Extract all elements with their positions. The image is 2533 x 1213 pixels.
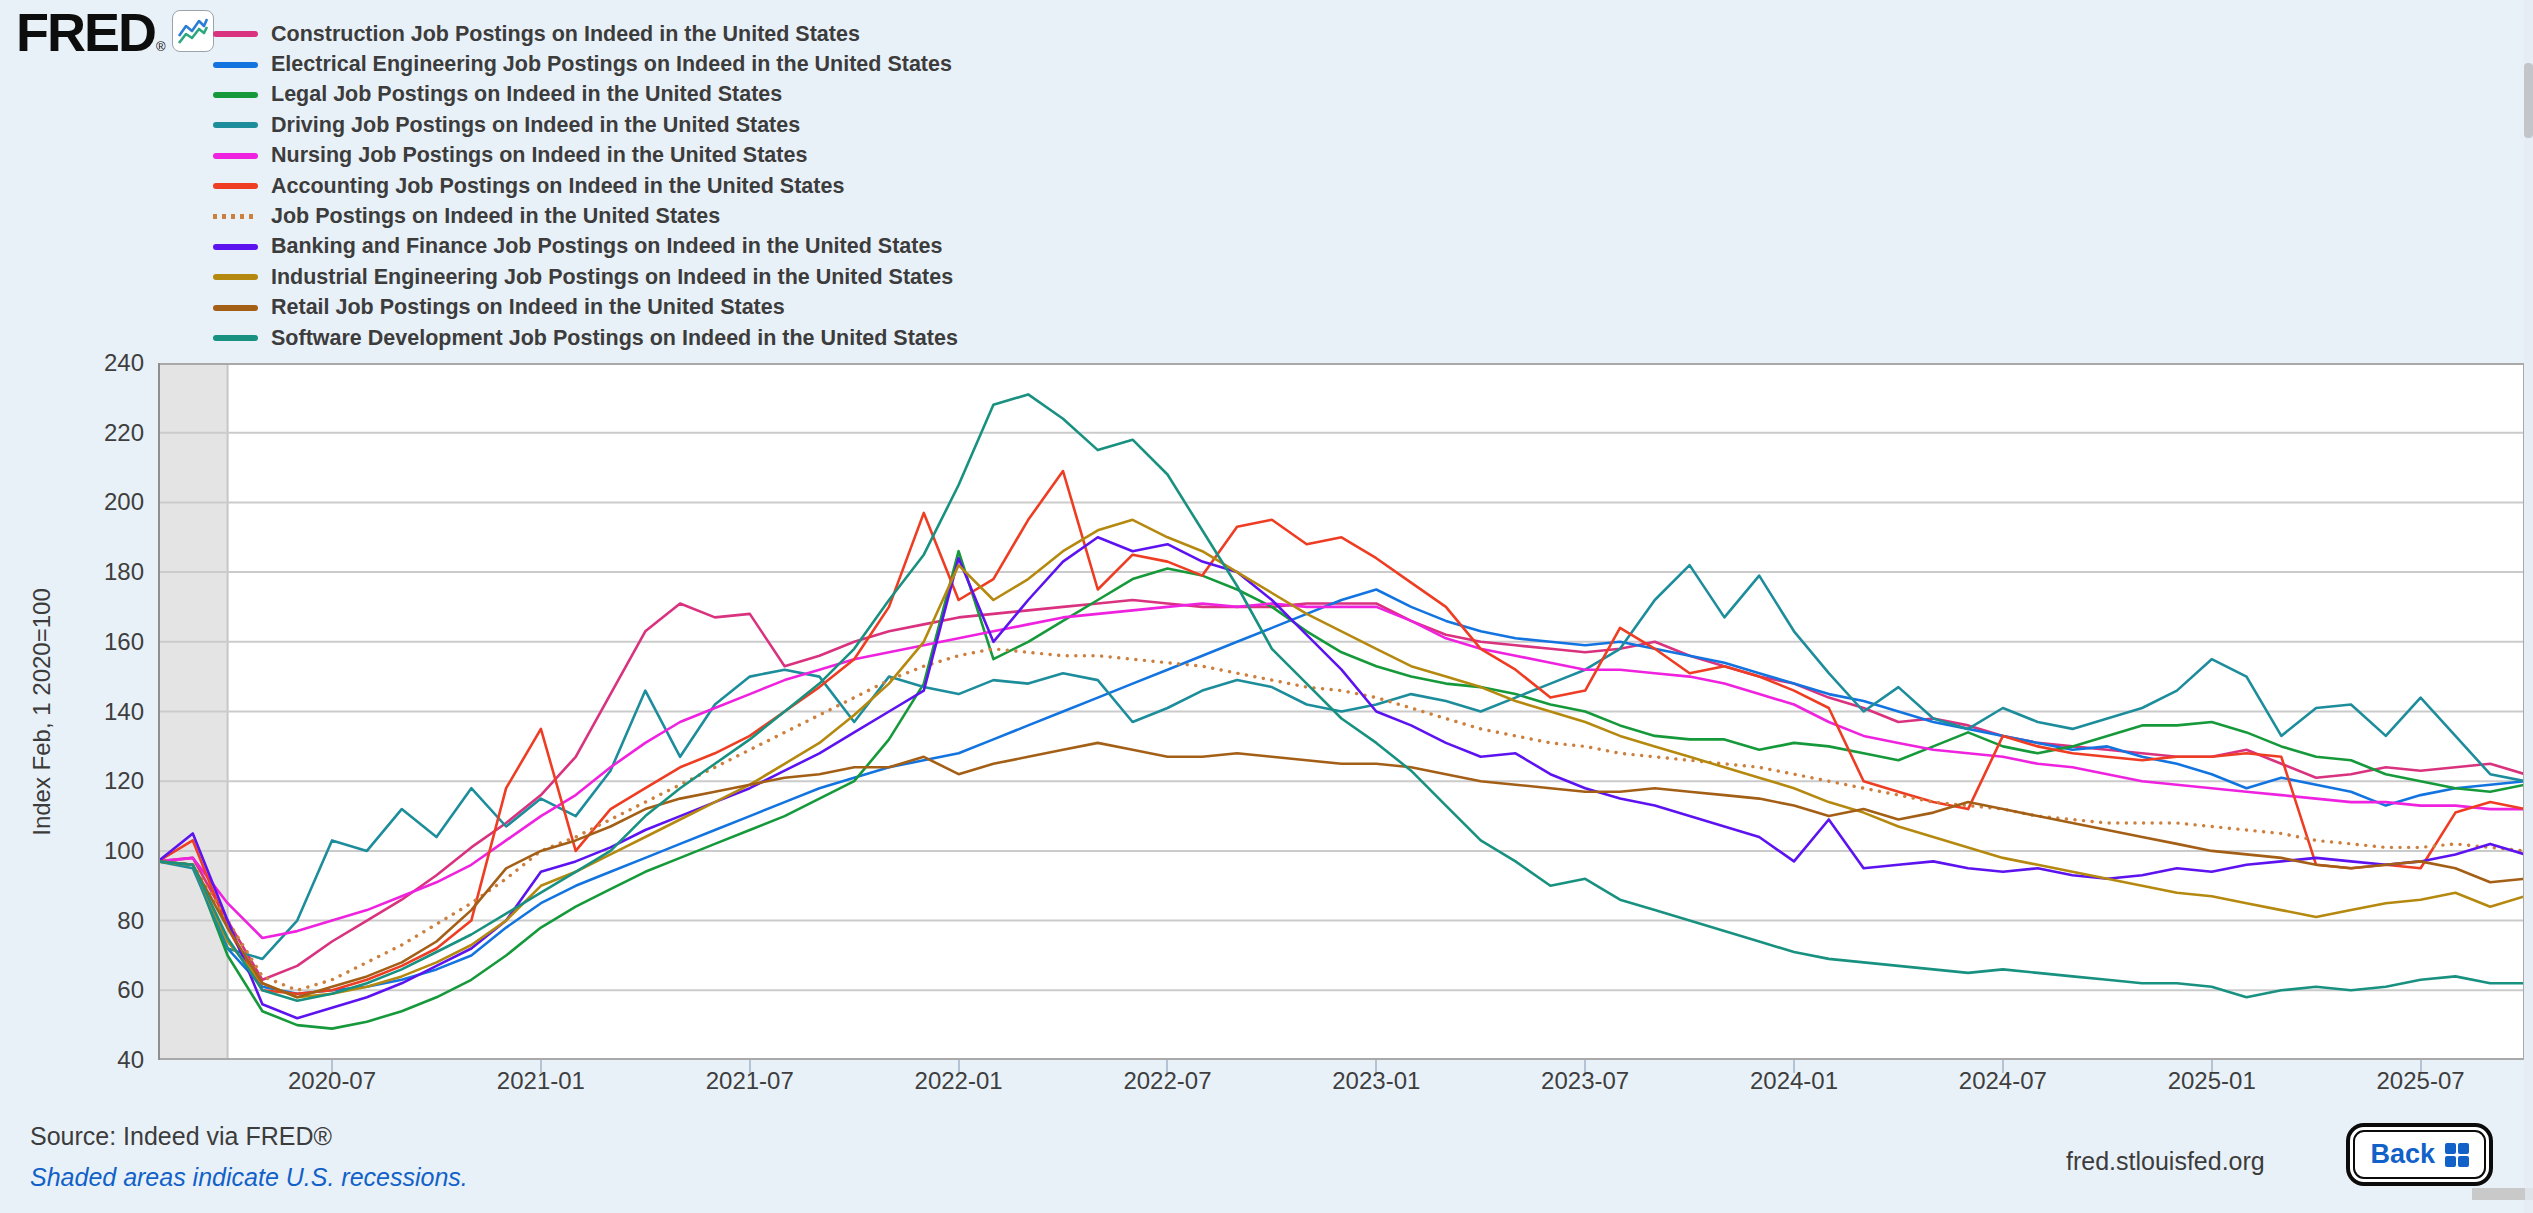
legend-item-software: Software Development Job Postings on Ind… [213,323,958,353]
y-tick-label-80: 80 [52,906,144,936]
series-line-legal [158,551,2525,1028]
legend-label: Job Postings on Indeed in the United Sta… [271,204,720,229]
registered-mark: ® [156,39,166,54]
site-url: fred.stlouisfed.org [2066,1147,2265,1176]
legend-swatch [213,183,258,189]
y-tick-label-200: 200 [52,487,144,517]
y-tick-label-60: 60 [52,975,144,1005]
legend-item-driving: Driving Job Postings on Indeed in the Un… [213,110,958,140]
legend-label: Industrial Engineering Job Postings on I… [271,265,953,290]
legend-swatch [213,31,258,37]
x-tick-label-2021-07: 2021-07 [675,1067,825,1095]
line-chart [158,363,2525,1060]
y-tick-label-140: 140 [52,697,144,727]
legend-item-construction: Construction Job Postings on Indeed in t… [213,19,958,49]
legend-item-banking: Banking and Finance Job Postings on Inde… [213,232,958,262]
legend-swatch [213,62,258,68]
series-line-electrical [158,590,2525,994]
y-tick-label-240: 240 [52,348,144,378]
back-button-label: Back [2370,1139,2435,1170]
legend-item-aggregate: Job Postings on Indeed in the United Sta… [213,201,958,231]
fred-logo: FRED ® [16,8,214,56]
x-tick-label-2021-01: 2021-01 [466,1067,616,1095]
legend-swatch [213,92,258,98]
page: { "page": { "background": "#e9f1f8", "ac… [0,0,2533,1213]
legend-swatch [213,122,258,128]
legend-swatch [213,335,258,341]
y-tick-label-120: 120 [52,766,144,796]
resize-quadrants-icon [2445,1143,2469,1167]
legend-item-accounting: Accounting Job Postings on Indeed in the… [213,171,958,201]
x-tick-label-2022-07: 2022-07 [1092,1067,1242,1095]
legend-label: Retail Job Postings on Indeed in the Uni… [271,295,785,320]
fred-logo-text: FRED [16,8,155,56]
legend-label: Banking and Finance Job Postings on Inde… [271,234,942,259]
x-tick-label-2025-07: 2025-07 [2346,1067,2496,1095]
x-tick-label-2025-01: 2025-01 [2137,1067,2287,1095]
x-tick-label-2024-01: 2024-01 [1719,1067,1869,1095]
chart-plot-area [158,363,2525,1060]
x-tick-label-2020-07: 2020-07 [257,1067,407,1095]
legend-swatch [213,244,258,250]
x-tick-label-2023-07: 2023-07 [1510,1067,1660,1095]
y-tick-label-100: 100 [52,836,144,866]
vertical-scrollbar-thumb[interactable] [2524,63,2533,138]
legend-item-retail: Retail Job Postings on Indeed in the Uni… [213,293,958,323]
legend-item-legal: Legal Job Postings on Indeed in the Unit… [213,80,958,110]
legend-label: Electrical Engineering Job Postings on I… [271,52,952,77]
vertical-scrollbar-track[interactable] [2524,0,2533,1213]
legend-label: Nursing Job Postings on Indeed in the Un… [271,143,807,168]
horizontal-scrollbar-thumb[interactable] [2472,1188,2525,1200]
x-tick-label-2023-01: 2023-01 [1301,1067,1451,1095]
recession-note-link[interactable]: Shaded areas indicate U.S. recessions. [30,1163,468,1192]
y-tick-label-220: 220 [52,418,144,448]
scrollbar-corner [2525,1188,2533,1200]
legend-item-industrial: Industrial Engineering Job Postings on I… [213,262,958,292]
series-line-software [158,394,2525,1000]
x-tick-label-2022-01: 2022-01 [884,1067,1034,1095]
legend-swatch [213,305,258,311]
legend-label: Driving Job Postings on Indeed in the Un… [271,113,800,138]
legend-swatch [213,274,258,280]
legend-label: Software Development Job Postings on Ind… [271,326,958,351]
x-tick-label-2024-07: 2024-07 [1928,1067,2078,1095]
legend-label: Construction Job Postings on Indeed in t… [271,22,860,47]
legend: Construction Job Postings on Indeed in t… [213,19,958,353]
legend-item-nursing: Nursing Job Postings on Indeed in the Un… [213,141,958,171]
fred-chart-icon [172,10,214,52]
legend-label: Legal Job Postings on Indeed in the Unit… [271,82,782,107]
y-tick-label-160: 160 [52,627,144,657]
legend-item-electrical: Electrical Engineering Job Postings on I… [213,49,958,79]
back-button-inner: Back [2353,1130,2486,1179]
back-button[interactable]: Back [2346,1123,2493,1186]
source-note: Source: Indeed via FRED® [30,1122,332,1151]
y-tick-label-40: 40 [52,1045,144,1075]
legend-swatch [213,214,258,219]
y-tick-label-180: 180 [52,557,144,587]
legend-label: Accounting Job Postings on Indeed in the… [271,174,844,199]
legend-swatch [213,153,258,159]
